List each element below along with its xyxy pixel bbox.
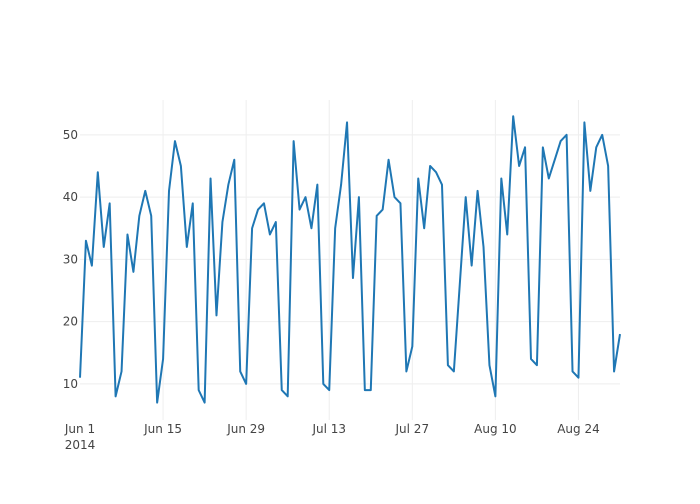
y-tick-label: 20: [63, 315, 78, 329]
x-axis: Jun 1 2014 Jun 15 Jun 29 Jul 13 Jul 27 Aug 10 A…: [64, 422, 600, 452]
y-tick-label: 10: [63, 377, 78, 391]
x-tick-label: Jun 1: [64, 422, 95, 436]
x-tick-label: Jun 29: [226, 422, 265, 436]
y-axis: 10 20 30 40 50: [63, 128, 78, 391]
x-tick-label: Jul 27: [395, 422, 430, 436]
x-tick-label: Aug 24: [557, 422, 600, 436]
x-tick-sublabel: 2014: [65, 438, 96, 452]
y-tick-label: 30: [63, 252, 78, 266]
x-tick-label: Aug 10: [474, 422, 517, 436]
y-tick-label: 40: [63, 190, 78, 204]
x-tick-label: Jun 15: [143, 422, 182, 436]
x-tick-label: Jul 13: [311, 422, 346, 436]
y-tick-label: 50: [63, 128, 78, 142]
